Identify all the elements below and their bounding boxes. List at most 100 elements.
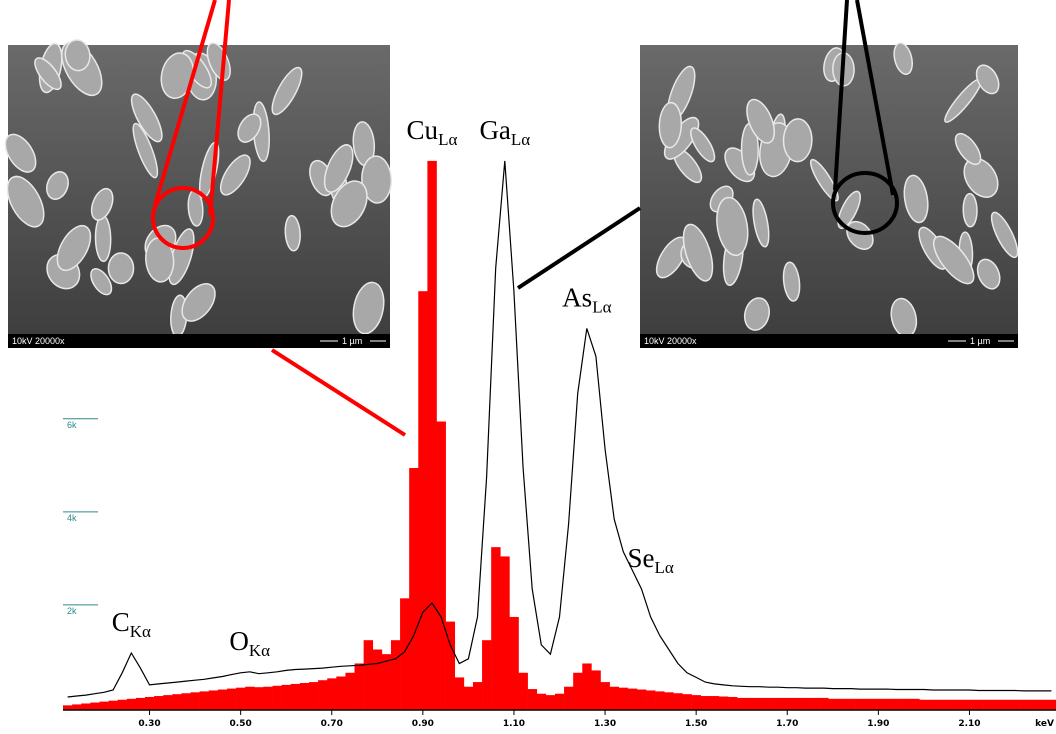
sem-particle <box>809 158 839 202</box>
spectrum-bar <box>810 697 820 710</box>
insets: 10kV 20000x 1 µm 10kV 20000x 1 µm <box>4 0 1019 437</box>
peak-element: As <box>562 282 592 312</box>
spectrum-bar <box>755 697 765 710</box>
sem-particle <box>752 198 770 248</box>
spectrum-bar <box>345 672 355 710</box>
peak-label: AsLα <box>562 282 611 316</box>
spectrum-bar <box>919 699 929 710</box>
spectrum-bar <box>964 699 975 710</box>
y-tick-label: 4k <box>67 513 77 523</box>
spectrum-bar <box>1037 699 1048 710</box>
sem-particle <box>323 144 354 193</box>
sem-caption: 10kV 20000x <box>12 336 65 346</box>
spectrum-bar <box>609 686 620 710</box>
spectrum-bar <box>582 663 592 710</box>
spectrum-bar <box>236 687 246 710</box>
sem-particle <box>145 237 175 283</box>
spectrum-bar <box>873 698 884 710</box>
spectrum-bar <box>773 697 783 710</box>
peak-line: Lα <box>654 558 673 577</box>
spectrum-bar <box>518 672 528 710</box>
spectrum-bar <box>354 663 364 710</box>
spectrum-bar <box>892 698 902 710</box>
spectrum-bar <box>554 693 565 710</box>
spectrum-bar <box>545 695 556 710</box>
sem-particle <box>743 297 770 331</box>
sem-particle <box>975 64 1000 95</box>
spectrum-bar <box>226 688 237 710</box>
x-tick-label: 1.70 <box>776 719 798 729</box>
sem-particle <box>658 101 683 149</box>
sem-particle <box>716 196 749 257</box>
peak-line: Lα <box>592 297 611 316</box>
x-tick-label: 1.90 <box>867 719 889 729</box>
spectrum-bar <box>436 421 446 710</box>
spectrum-bar <box>63 705 73 710</box>
peak-label: SeLα <box>627 543 673 577</box>
spectrum-bar <box>1019 699 1029 710</box>
peak-label: GaLα <box>479 115 530 149</box>
spectrum-bar <box>409 468 419 710</box>
x-tick-label: 1.30 <box>594 719 616 729</box>
sem-particle <box>361 155 393 204</box>
spectrum-bar <box>336 676 346 710</box>
spectrum-bar <box>974 699 984 710</box>
spectrum-bar <box>700 696 711 710</box>
spectrum-bar <box>154 696 164 710</box>
sem-particle <box>962 192 978 228</box>
spectrum-bar <box>955 699 966 710</box>
sem-particle <box>6 175 45 228</box>
spectrum-bar <box>472 682 483 710</box>
spectrum-bar <box>819 697 829 710</box>
spectrum-bar <box>217 689 228 710</box>
sem-particle <box>903 174 929 224</box>
sem-particle <box>954 132 982 166</box>
spectrum-bar <box>992 699 1002 710</box>
spectrum-bar <box>527 689 538 710</box>
spectrum-bar <box>299 683 310 710</box>
spectrum-bar <box>81 703 91 710</box>
magnifier-cone <box>153 0 231 216</box>
y-tick-label: 2k <box>67 606 77 616</box>
magnifier-cone <box>833 0 895 196</box>
spectrum-bar <box>782 697 793 710</box>
sem-particle <box>746 98 776 144</box>
sem-particle <box>990 211 1019 259</box>
sem-particle <box>107 252 135 285</box>
spectrum-bar <box>90 702 100 710</box>
sem-particle <box>132 122 159 179</box>
spectrum-bar <box>272 685 282 710</box>
spectrum-bar <box>318 680 328 710</box>
peak-element: C <box>112 607 130 637</box>
peak-line: Kα <box>249 641 270 660</box>
peak-label: OKα <box>229 626 270 660</box>
spectrum-bar <box>199 691 210 710</box>
spectrum-bar <box>673 693 683 710</box>
spectrum-bar <box>482 640 492 710</box>
spectrum-bar <box>627 688 638 710</box>
spectrum-bar <box>327 678 337 710</box>
spectrum-bar <box>445 621 456 710</box>
spectrum-bar <box>418 291 428 710</box>
spectrum-bar <box>172 694 182 710</box>
spectrum-bar <box>682 694 692 710</box>
spectrum-bar <box>108 700 118 710</box>
sem-particle <box>782 261 801 302</box>
spectrum-bar <box>983 699 993 710</box>
spectrum-bar <box>573 672 583 710</box>
spectrum-bar <box>281 684 292 710</box>
spectrum-bar <box>946 699 957 710</box>
spectrum-bar <box>427 160 437 710</box>
spectrum-bar <box>126 698 137 710</box>
x-tick-label: 0.50 <box>230 719 252 729</box>
spectrum-bar <box>263 686 273 710</box>
spectrum-bar <box>864 698 875 710</box>
spectrum-line <box>67 160 1052 698</box>
spectrum-bar <box>245 686 255 710</box>
sem-particle <box>34 57 62 91</box>
spectrum-bar <box>718 696 729 710</box>
spectrum-bar <box>791 697 802 710</box>
connector <box>270 348 407 437</box>
sem-particle <box>90 187 114 221</box>
